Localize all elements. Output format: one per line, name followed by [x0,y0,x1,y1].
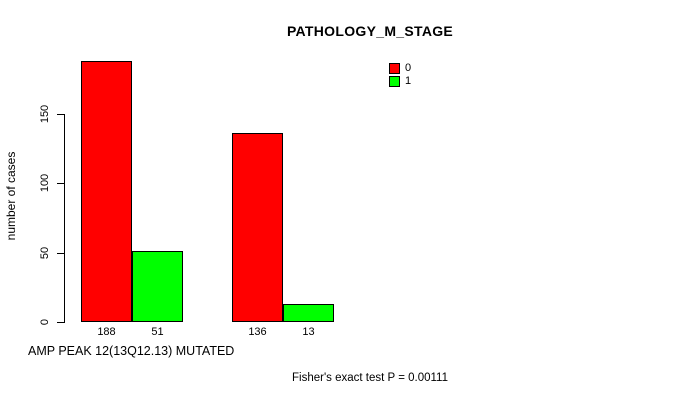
legend-item: 0 [389,63,411,74]
y-tick-label-text: 50 [39,246,51,260]
bar-series0-group1 [81,61,132,322]
bar-series1-group2 [283,304,334,322]
y-tick-label-text: 0 [39,318,51,326]
legend-swatch-1 [389,76,400,87]
y-axis-label-text: number of cases [4,151,18,241]
y-tick [57,183,65,184]
legend-item: 1 [389,76,411,87]
y-tick-label-text: 100 [39,173,51,193]
y-tick [57,114,65,115]
bar-series0-group2 [232,133,283,322]
legend-item-label: 0 [405,62,412,74]
legend-swatch-0 [389,63,400,74]
bar-series1-group1 [132,251,183,322]
legend-item-label: 1 [405,75,412,87]
bar-value-label: 51 [151,326,164,338]
chart-title: PATHOLOGY_M_STAGE [286,23,454,39]
y-tick [57,322,65,323]
y-tick [57,253,65,254]
y-axis-line [64,114,65,323]
y-tick-label-text: 150 [39,104,51,124]
bar-value-label: 13 [302,326,315,338]
annotation-text: Fisher's exact test P = 0.00111 [292,372,448,384]
bar-value-label: 136 [248,326,267,338]
x-axis-label: AMP PEAK 12(13Q12.13) MUTATED [28,344,235,358]
bar-value-label: 188 [97,326,116,338]
